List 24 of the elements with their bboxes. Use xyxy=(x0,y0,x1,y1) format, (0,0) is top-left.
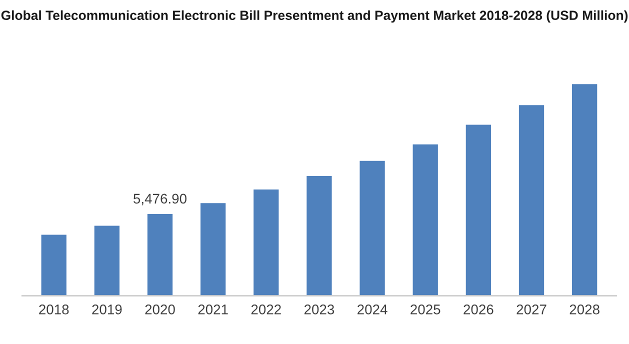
bar xyxy=(252,188,280,296)
x-tick-label: 2027 xyxy=(516,304,546,314)
x-tick-label: 2018 xyxy=(39,304,69,314)
bar xyxy=(92,224,121,296)
chart-title: Global Telecommunication Electronic Bill Presentment and Payment Market 2018-2028 (USD Million) xyxy=(1,10,628,23)
x-tick-label: 2020 xyxy=(145,304,175,314)
x-tick-label: 2019 xyxy=(92,304,122,314)
bar xyxy=(146,212,174,296)
data-label: 5,476.90 xyxy=(134,194,186,206)
x-tick-label: 2026 xyxy=(464,304,494,314)
x-tick-label: 2022 xyxy=(251,304,281,314)
bar xyxy=(358,160,386,296)
x-tick-label: 2028 xyxy=(570,304,600,314)
x-tick-label: 2023 xyxy=(304,304,334,314)
bar xyxy=(411,142,440,296)
x-tick-label: 2021 xyxy=(198,304,228,314)
bar xyxy=(305,174,334,296)
x-tick-label: 2024 xyxy=(358,304,388,314)
x-tick-label: 2025 xyxy=(410,304,440,314)
bar xyxy=(199,202,228,296)
bar xyxy=(464,123,492,296)
bar xyxy=(570,82,599,296)
bar xyxy=(518,104,546,296)
bar xyxy=(40,233,68,296)
